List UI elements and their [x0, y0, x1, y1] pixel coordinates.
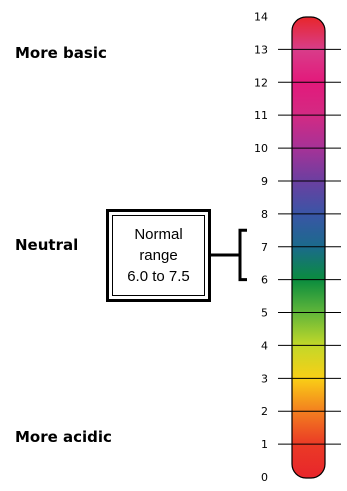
normal-range-line-3: 6.0 to 7.5 — [127, 268, 190, 285]
tick-label-7: 7 — [261, 241, 268, 254]
normal-range-line-1: Normal — [134, 226, 183, 243]
neutral-label: Neutral — [15, 236, 79, 254]
more-basic-label: More basic — [15, 44, 107, 62]
tick-label-0: 0 — [261, 471, 268, 484]
tick-label-6: 6 — [261, 274, 268, 287]
tick-label-11: 11 — [254, 109, 268, 122]
tick-label-12: 12 — [254, 76, 268, 89]
tick-label-8: 8 — [261, 208, 268, 221]
more-acidic-label: More acidic — [15, 428, 112, 446]
normal-range-bracket — [238, 228, 247, 282]
tick-label-4: 4 — [261, 339, 268, 352]
tick-label-13: 13 — [254, 43, 268, 56]
ph-color-bar-outline — [291, 16, 326, 479]
tick-label-5: 5 — [261, 307, 268, 320]
normal-range-box: Normal range 6.0 to 7.5 — [106, 209, 211, 302]
tick-label-14: 14 — [254, 11, 268, 24]
ph-color-bar — [292, 17, 325, 478]
tick-label-3: 3 — [261, 372, 268, 385]
tick-label-10: 10 — [254, 142, 268, 155]
tick-label-2: 2 — [261, 405, 268, 418]
normal-range-box-inner: Normal range 6.0 to 7.5 — [112, 215, 205, 296]
tick-label-1: 1 — [261, 438, 268, 451]
normal-range-line-2: range — [139, 247, 178, 264]
tick-label-9: 9 — [261, 175, 268, 188]
